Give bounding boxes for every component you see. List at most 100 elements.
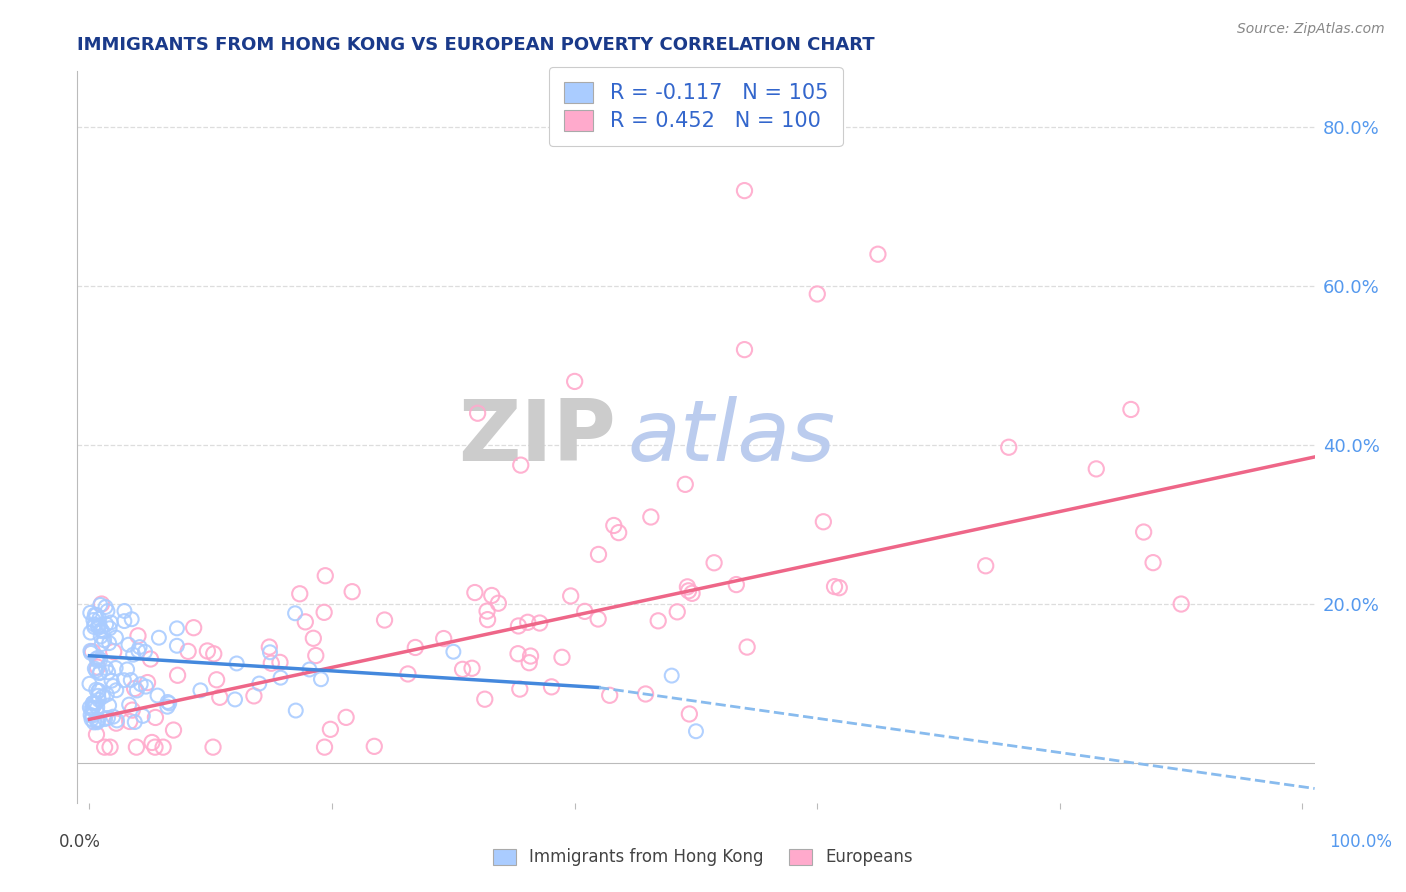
Point [647, 614, 669, 628]
Point [475, 604, 498, 618]
Point [83, 620, 105, 634]
Point [79, 700, 101, 714]
Point [703, 556, 725, 570]
Point [319, 723, 342, 737]
Point [79, 708, 101, 723]
Point [314, 568, 336, 582]
Point [104, 631, 127, 645]
Point [94, 661, 117, 675]
Point [148, 631, 170, 645]
Point [477, 613, 499, 627]
Point [90, 630, 112, 644]
Point [89, 653, 111, 667]
Point [259, 640, 281, 654]
Point [143, 740, 166, 755]
Point [166, 639, 188, 653]
Point [314, 605, 336, 619]
Point [634, 687, 657, 701]
Point [114, 604, 136, 618]
Point [284, 704, 307, 718]
Point [139, 652, 162, 666]
Point [269, 656, 291, 670]
Point [157, 697, 180, 711]
Point [124, 681, 146, 696]
Point [205, 673, 228, 687]
Point [96, 604, 118, 618]
Point [84, 696, 107, 710]
Point [89, 612, 111, 626]
Point [87, 620, 110, 634]
Point [83, 715, 105, 730]
Point [451, 662, 474, 676]
Point [974, 558, 997, 573]
Point [80, 702, 103, 716]
Text: 0.0%: 0.0% [59, 833, 101, 851]
Point [156, 699, 179, 714]
Text: 100.0%: 100.0% [1330, 833, 1392, 851]
Point [93, 633, 115, 648]
Point [1142, 556, 1164, 570]
Point [124, 714, 146, 729]
Point [87, 713, 110, 727]
Point [309, 672, 332, 686]
Point [529, 615, 551, 630]
Point [121, 703, 143, 717]
Point [90, 623, 112, 637]
Point [115, 662, 138, 676]
Point [83, 662, 105, 676]
Point [84, 682, 107, 697]
Point [202, 740, 225, 755]
Point [247, 676, 270, 690]
Point [86, 714, 108, 728]
Point [79, 677, 101, 691]
Legend: R = -0.117   N = 105, R = 0.452   N = 100: R = -0.117 N = 105, R = 0.452 N = 100 [550, 67, 842, 146]
Point [260, 657, 283, 671]
Point [82, 645, 104, 659]
Text: IMMIGRANTS FROM HONG KONG VS EUROPEAN POVERTY CORRELATION CHART: IMMIGRANTS FROM HONG KONG VS EUROPEAN PO… [77, 36, 875, 54]
Point [166, 621, 188, 635]
Point [86, 651, 108, 665]
Point [666, 605, 689, 619]
Point [467, 406, 489, 420]
Point [302, 632, 325, 646]
Point [156, 695, 179, 709]
Point [396, 667, 419, 681]
Point [96, 617, 118, 632]
Point [190, 683, 212, 698]
Point [828, 581, 851, 595]
Point [314, 740, 336, 755]
Point [98, 740, 121, 755]
Point [96, 688, 118, 702]
Point [112, 614, 135, 628]
Point [112, 673, 135, 688]
Point [105, 716, 128, 731]
Point [90, 597, 112, 611]
Point [103, 679, 125, 693]
Point [997, 440, 1019, 454]
Point [183, 621, 205, 635]
Point [298, 663, 321, 677]
Point [202, 647, 225, 661]
Point [90, 637, 112, 651]
Point [105, 714, 128, 728]
Point [87, 619, 110, 633]
Point [135, 680, 157, 694]
Point [105, 683, 128, 698]
Point [676, 580, 699, 594]
Point [118, 698, 141, 712]
Point [335, 710, 357, 724]
Point [270, 671, 292, 685]
Point [93, 740, 115, 755]
Point [125, 740, 148, 755]
Point [481, 589, 503, 603]
Point [734, 184, 756, 198]
Point [1132, 524, 1154, 539]
Point [129, 677, 152, 691]
Point [98, 698, 121, 713]
Point [294, 615, 316, 629]
Point [83, 607, 105, 622]
Point [734, 343, 756, 357]
Point [441, 645, 464, 659]
Point [89, 665, 111, 680]
Point [91, 624, 114, 639]
